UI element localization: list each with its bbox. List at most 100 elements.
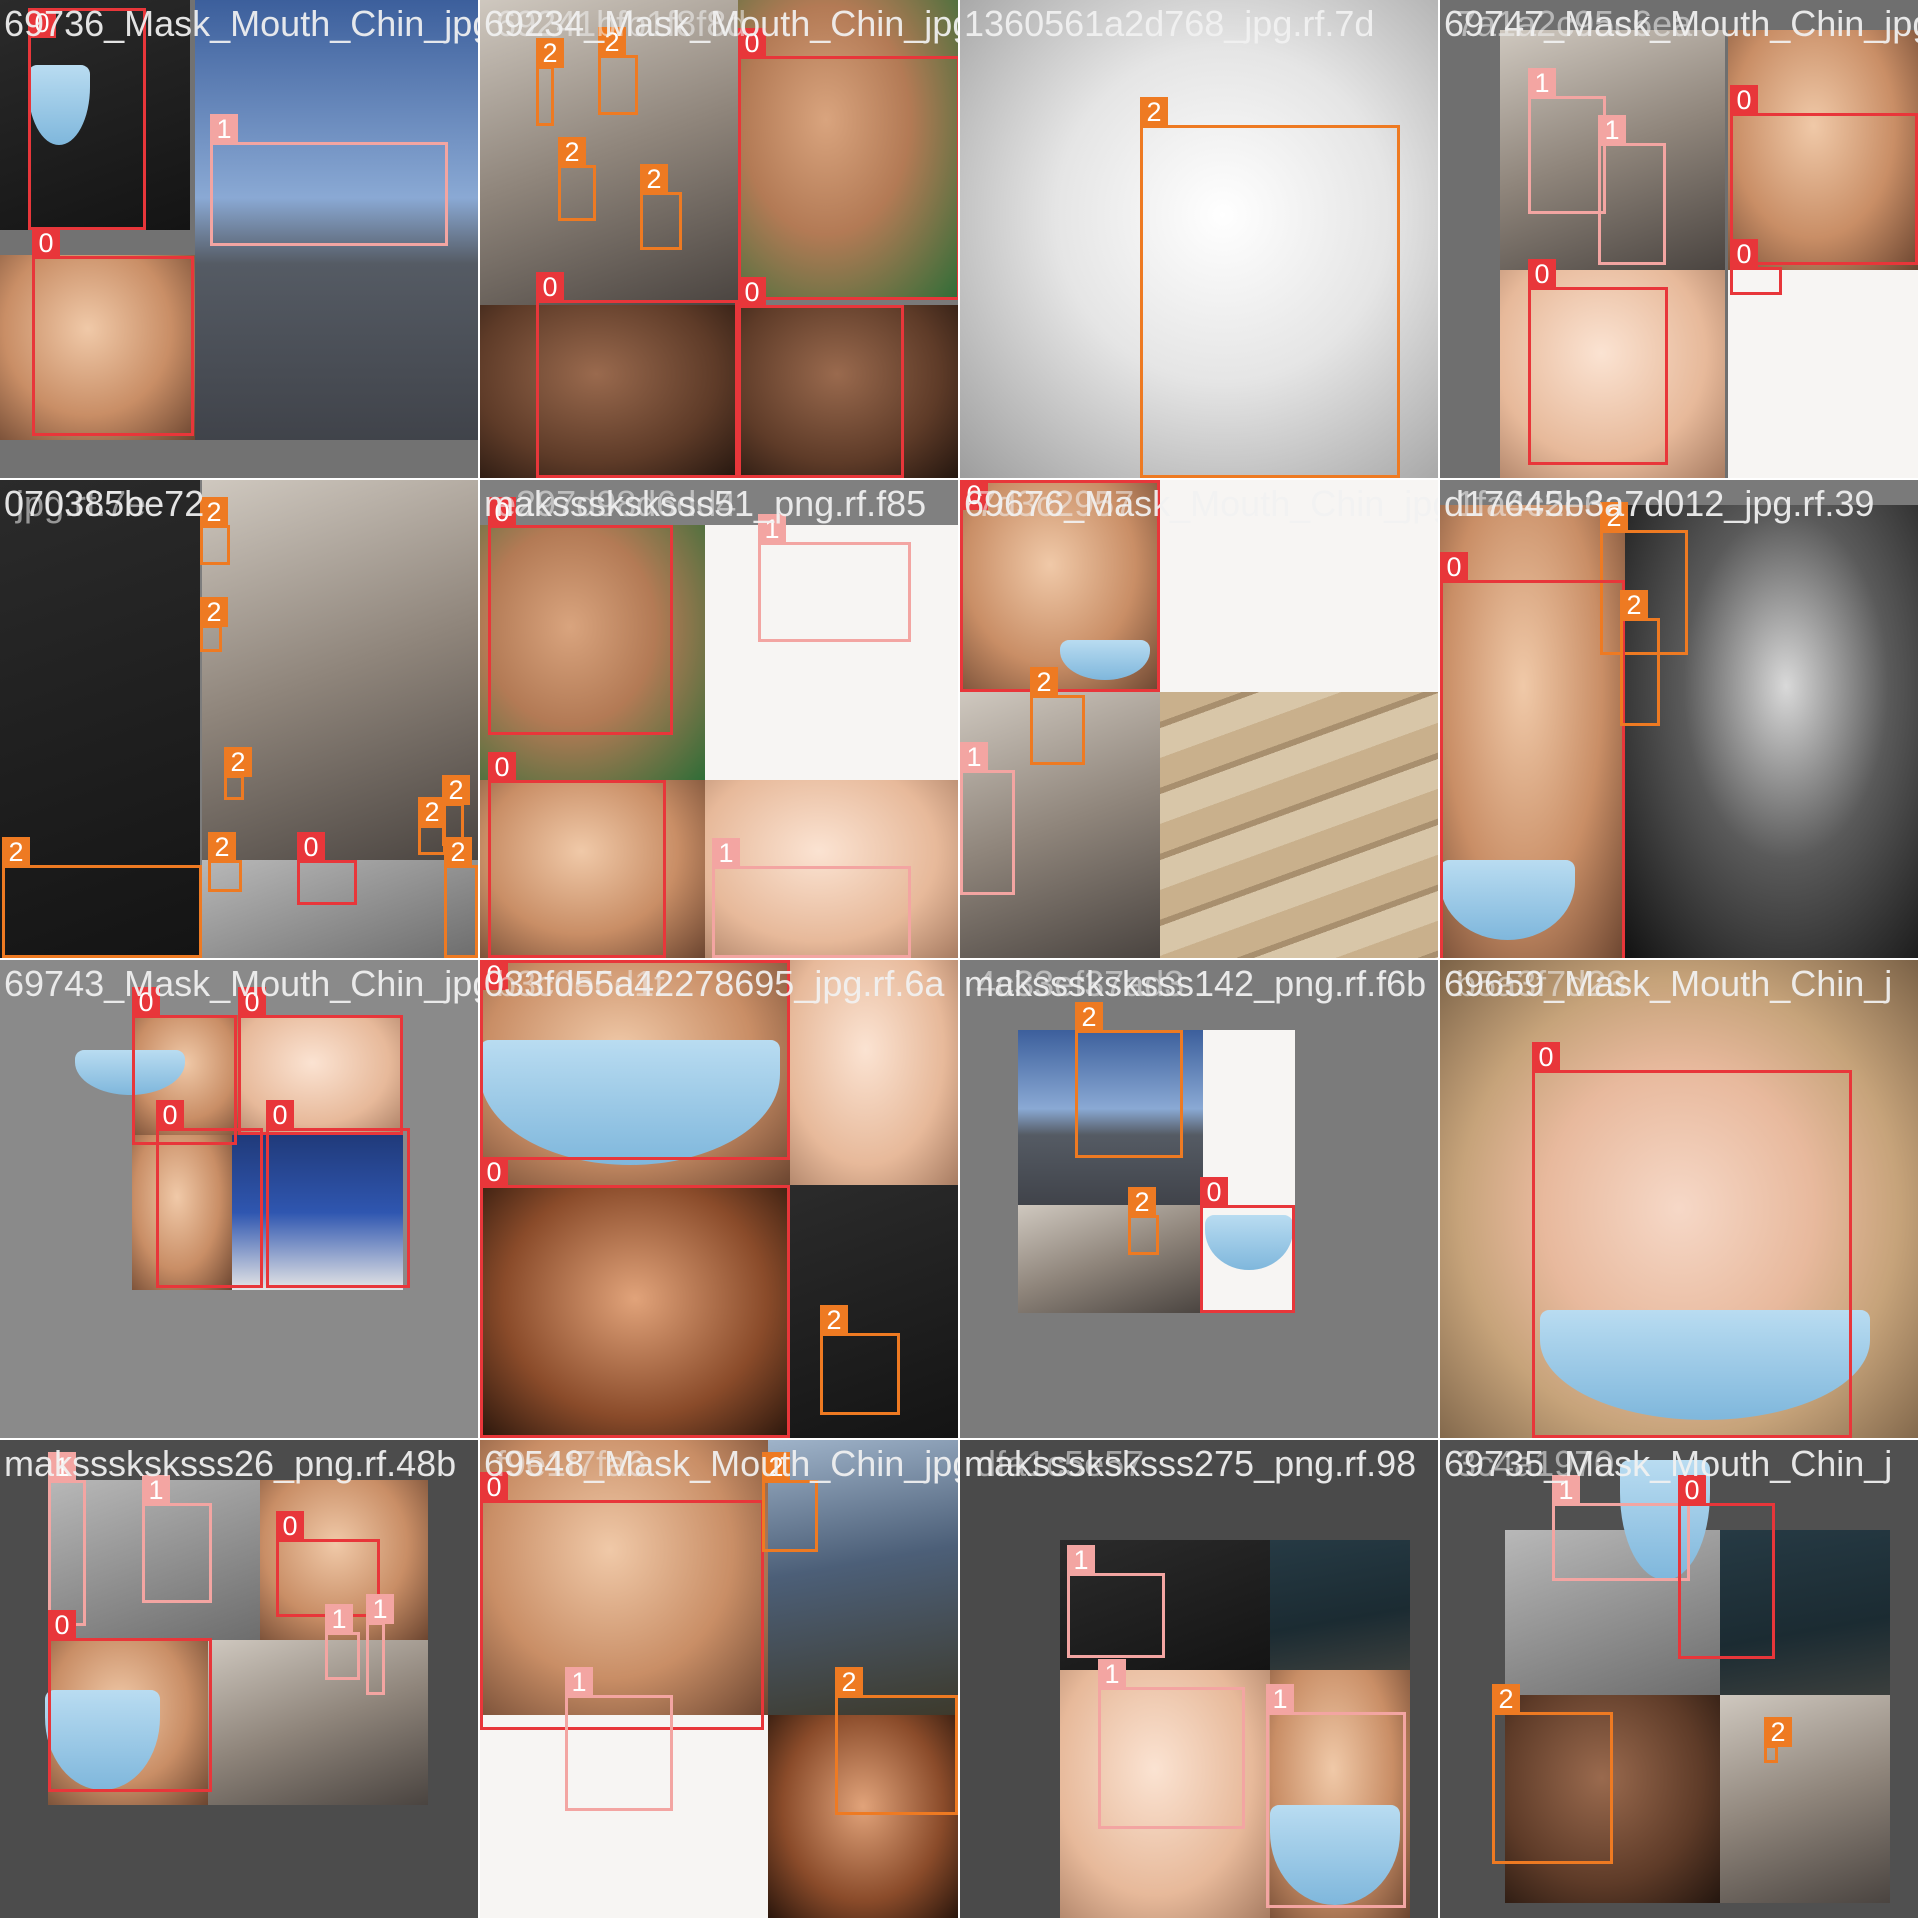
tile-filename: b3c0e6d1f [496, 963, 665, 1004]
detection-box: 1 [565, 1667, 673, 1811]
detection-class-label: 1 [1098, 1659, 1126, 1689]
detection-class-label: 2 [208, 832, 236, 862]
detection-class-label: 0 [480, 1157, 508, 1187]
detection-class-label: 2 [835, 1667, 863, 1697]
mosaic-tile: maksssksksss142_png.rf.f6b 4c33ef37ad3 2 2 0 [960, 960, 1438, 1438]
detection-class-label: 0 [960, 480, 988, 510]
mosaic-tile: 69747_Mask_Mouth_Chin_jpg 7a1a2c95c6ea 1 1 0… [1440, 0, 1918, 478]
photo-patch [738, 305, 958, 478]
tile-filename: jpg.rf.7e [16, 483, 147, 524]
photo-patch [1720, 1695, 1890, 1903]
detection-class-label: 0 [297, 832, 325, 862]
detection-class-label: 1 [960, 742, 988, 772]
detection-box: 1 [48, 1452, 86, 1626]
tile-filename: 1fa4c2e6 [1456, 483, 1605, 524]
photo-patch [480, 305, 738, 478]
detection-box: 2 [536, 38, 564, 126]
mosaic-tile: 033fd55a42278695_jpg.rf.6a b3c0e6d1f 0 0 2 [480, 960, 958, 1438]
detection-class-label: 0 [132, 987, 160, 1017]
detection-box: 1 [1598, 115, 1666, 265]
detection-box: 2 [1600, 502, 1688, 655]
detection-box: 0 [276, 1511, 380, 1617]
photo-patch [1270, 1540, 1410, 1670]
detection-class-label: 2 [820, 1305, 848, 1335]
detection-box: 1 [325, 1604, 360, 1680]
detection-class-label: 1 [565, 1667, 593, 1697]
detection-class-label: 0 [1532, 1042, 1560, 1072]
detection-class-label: 1 [210, 114, 238, 144]
detection-box: 2 [1492, 1684, 1613, 1864]
detection-box: 0 [480, 1157, 790, 1438]
detection-box: 0 [738, 277, 904, 478]
tile-filename: 69548_Mask_Mouth_Chin_jpg.rf [484, 1443, 958, 1484]
detection-box: 1 [142, 1475, 212, 1603]
photo-patch [480, 1440, 768, 1715]
detection-class-label: 2 [598, 27, 626, 57]
detection-box: 0 [48, 1610, 212, 1792]
detection-class-label: 1 [325, 1604, 353, 1634]
photo-patch [705, 525, 958, 780]
detection-box: 0 [480, 1472, 764, 1730]
detection-class-label: 2 [224, 747, 252, 777]
detection-box: 0 [156, 1100, 263, 1288]
detection-box: 0 [266, 1100, 410, 1288]
mosaic-tile: 69659_Mask_Mouth_Chin_j b5a3f7d23 0 [1440, 960, 1918, 1438]
tile-filename: dfa1c5e57 [976, 1443, 1145, 1484]
detection-box: 2 [200, 597, 228, 652]
photo-patch [1060, 1670, 1270, 1918]
detection-class-label: 0 [488, 752, 516, 782]
detection-class-label: 0 [276, 1511, 304, 1541]
detection-box: 2 [208, 832, 242, 892]
detection-class-label: 2 [1140, 97, 1168, 127]
photo-patch [132, 1135, 232, 1290]
detection-box: 1 [758, 514, 911, 642]
detection-class-label: 0 [156, 1100, 184, 1130]
photo-patch [238, 1015, 403, 1135]
tile-filename: 69747_Mask_Mouth_Chin_jpg [1444, 3, 1918, 44]
tile-filename: b5a3f7d23 [1456, 963, 1627, 1004]
detection-box: 1 [1552, 1475, 1690, 1581]
tile-filename: e297d98d6dd4 [496, 483, 737, 524]
photo-patch [0, 480, 200, 958]
detection-box: 0 [480, 960, 790, 1160]
tile-filename: maksssksksss275_png.rf.98 [964, 1443, 1417, 1484]
photo-patch [480, 525, 705, 780]
detection-box: 0 [1532, 1042, 1852, 1438]
detection-class-label: 2 [418, 797, 446, 827]
mosaic-tile: 69676_Mask_Mouth_Chin_jpg.rf 7d3c2957 0 2 1 [960, 480, 1438, 958]
photo-patch [1203, 1030, 1295, 1205]
detection-box: 2 [558, 137, 596, 221]
tile-filename: 7a1a2c95c6ea [1456, 3, 1693, 44]
photo-patch [1160, 480, 1438, 692]
detection-box: 2 [762, 1452, 818, 1552]
detection-box: 0 [536, 272, 738, 478]
photo-patch [1160, 692, 1438, 958]
detection-class-label: 2 [1030, 667, 1058, 697]
photo-patch [705, 780, 958, 958]
photo-patch [1728, 30, 1918, 270]
tile-filename: 69743_Mask_Mouth_Chin_jpg.rf.6 [4, 963, 478, 1004]
photo-patch [1500, 270, 1725, 478]
photo-patch [480, 780, 705, 958]
detection-box: 2 [1128, 1187, 1159, 1255]
detection-class-label: 1 [758, 514, 786, 544]
detection-box: 2 [1140, 97, 1400, 478]
detection-box: 0 [238, 987, 403, 1135]
detection-class-label: 1 [1598, 115, 1626, 145]
photo-patch [480, 1715, 768, 1918]
detection-class-label: 0 [1200, 1177, 1228, 1207]
detection-class-label: 0 [1440, 552, 1468, 582]
detection-class-label: 0 [488, 497, 516, 527]
mosaic-tile: 69736_Mask_Mouth_Chin_jpg.rf.f81010 [0, 0, 478, 478]
detection-class-label: 1 [366, 1594, 394, 1624]
detection-class-label: 2 [1620, 590, 1648, 620]
tile-filename: 3c4a1970 [1456, 1443, 1615, 1484]
detection-class-label: 2 [1128, 1187, 1156, 1217]
tile-filename: maksssksksss51_png.rf.f85 [484, 483, 927, 524]
detection-box: 2 [2, 837, 202, 958]
detection-box: 0 [1440, 552, 1625, 958]
detection-class-label: 0 [48, 1610, 76, 1640]
detection-box: 2 [598, 27, 638, 115]
detection-class-label: 1 [48, 1452, 76, 1482]
detection-box: 2 [820, 1305, 900, 1415]
